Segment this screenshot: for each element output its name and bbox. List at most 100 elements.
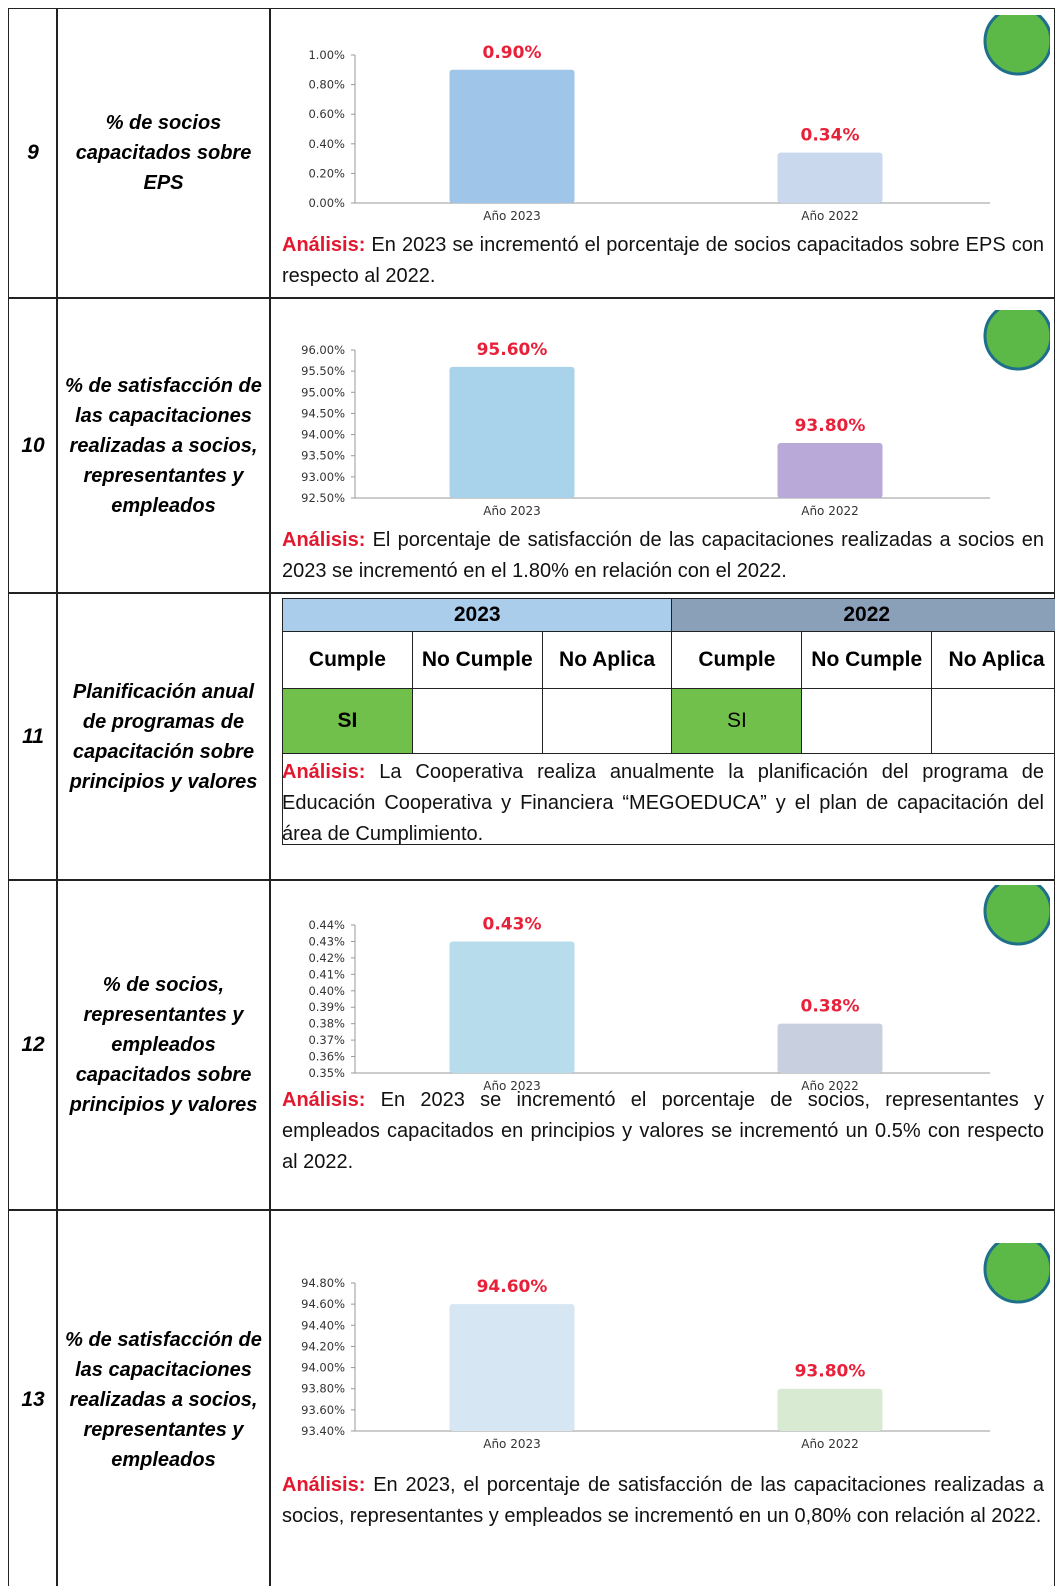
bar [449, 69, 575, 203]
column-header: No Aplica [541, 631, 673, 689]
analysis-label: Análisis: [282, 529, 366, 551]
status-indicator [983, 310, 1050, 371]
y-tick-label: 0.41% [308, 967, 345, 981]
bar [449, 1304, 575, 1431]
row-number: 13 [8, 1210, 58, 1586]
y-tick-label: 94.20% [301, 1339, 345, 1353]
x-tick-label: Año 2022 [801, 1079, 859, 1093]
bar [449, 366, 575, 498]
value-label: 93.80% [795, 1362, 866, 1382]
y-tick-label: 0.60% [308, 107, 345, 121]
indicator: % de satisfacción de las capacitaciones … [56, 1210, 271, 1586]
analysis-text: En 2023, el porcentaje de satisfacción d… [282, 1474, 1044, 1527]
y-tick-label: 0.40% [308, 984, 345, 998]
y-tick-label: 95.50% [301, 364, 345, 378]
value-cell [801, 688, 933, 754]
analysis: Análisis: En 2023 se incrementó el porce… [282, 1085, 1044, 1178]
row-number: 12 [8, 880, 58, 1210]
x-tick-label: Año 2022 [801, 1437, 859, 1451]
chart: 93.40% 93.60% 93.80% 94.00% 94.20% 94.40% 94.6… [301, 1243, 1050, 1451]
column-header: No Cumple [801, 631, 933, 689]
y-tick-label: 95.00% [301, 385, 345, 399]
value-cell [931, 688, 1055, 754]
bar [449, 941, 575, 1073]
y-tick-label: 0.43% [308, 934, 345, 948]
y-tick-label: 94.00% [301, 428, 345, 442]
x-tick-label: Año 2022 [801, 209, 859, 223]
value-label: 0.34% [801, 126, 860, 146]
value-label: 0.38% [801, 997, 860, 1017]
y-tick-label: 93.60% [301, 1403, 345, 1417]
y-tick-label: 93.50% [301, 449, 345, 463]
bar [777, 1023, 883, 1073]
column-header: Cumple [671, 631, 803, 689]
analysis-label: Análisis: [282, 761, 366, 783]
row-number: 10 [8, 298, 58, 593]
y-tick-label: 0.38% [308, 1017, 345, 1031]
analysis: Análisis: El porcentaje de satisfacción … [282, 525, 1044, 587]
compliance-table: 2023 2022 Cumple No Cumple No Aplica Cumple No… [281, 598, 1055, 754]
column-header: Cumple [282, 631, 413, 689]
value-cell [541, 688, 673, 754]
year-header: 2022 [671, 598, 1055, 632]
value-cell [411, 688, 543, 754]
analysis: Análisis: En 2023 se incrementó el porce… [282, 230, 1044, 292]
year-header: 2023 [281, 598, 673, 632]
value-label: 94.60% [477, 1277, 548, 1297]
chart: 92.50% 93.00% 93.50% 94.00% 94.50% 95.00% 95.5… [301, 310, 1050, 518]
y-tick-label: 93.80% [301, 1382, 345, 1396]
y-tick-label: 94.00% [301, 1361, 345, 1375]
value-label: 93.80% [795, 416, 866, 436]
y-tick-label: 94.40% [301, 1318, 345, 1332]
analysis-text: El porcentaje de satisfacción de las cap… [282, 529, 1044, 582]
analysis-text: En 2023 se incrementó el porcentaje de s… [282, 234, 1044, 287]
column-header: No Aplica [931, 631, 1055, 689]
analysis: Análisis: La Cooperativa realiza anualme… [282, 757, 1044, 850]
bar [777, 1388, 883, 1431]
indicator: % de socios, representantes y empleados … [56, 880, 271, 1210]
y-tick-label: 94.60% [301, 1297, 345, 1311]
y-tick-label: 0.40% [308, 137, 345, 151]
analysis-text: La Cooperativa realiza anualmente la pla… [282, 761, 1044, 845]
value-row: SI SI [282, 688, 1055, 754]
x-tick-label: Año 2023 [483, 504, 541, 518]
y-tick-label: 94.80% [301, 1276, 345, 1290]
y-tick-label: 1.00% [308, 48, 345, 62]
status-indicator [983, 15, 1050, 76]
status-indicator [983, 1243, 1050, 1304]
analysis-text: En 2023 se incrementó el porcentaje de s… [282, 1089, 1044, 1173]
y-tick-label: 0.80% [308, 78, 345, 92]
year-row: 2023 2022 [281, 598, 1055, 632]
analysis: Análisis: En 2023, el porcentaje de sati… [282, 1470, 1044, 1532]
indicator: % de satisfacción de las capacitaciones … [56, 298, 271, 593]
y-tick-label: 0.42% [308, 951, 345, 965]
value-label: 0.43% [483, 914, 542, 934]
x-tick-label: Año 2023 [483, 1079, 541, 1093]
chart: 0.35% 0.36% 0.37% 0.38% 0.39% 0.40% 0.41% 0.42%… [308, 885, 1050, 1093]
analysis-label: Análisis: [282, 1474, 366, 1496]
row-number: 9 [8, 8, 58, 298]
column-header: No Cumple [411, 631, 543, 689]
row-number: 11 [8, 593, 58, 880]
value-label: 0.90% [483, 43, 542, 63]
value-cell: SI [282, 688, 413, 754]
bar [777, 443, 883, 498]
y-tick-label: 0.44% [308, 918, 345, 932]
analysis-label: Análisis: [282, 234, 366, 256]
y-tick-label: 0.35% [308, 1066, 345, 1080]
status-indicator [983, 885, 1050, 946]
y-tick-label: 0.00% [308, 196, 345, 210]
analysis-box [282, 753, 1055, 845]
indicator: % de socios capacitados sobre EPS [56, 8, 271, 298]
y-tick-label: 93.00% [301, 470, 345, 484]
value-cell: SI [671, 688, 803, 754]
y-tick-label: 94.50% [301, 406, 345, 420]
y-tick-label: 0.37% [308, 1033, 345, 1047]
value-label: 95.60% [477, 340, 548, 360]
y-tick-label: 0.20% [308, 166, 345, 180]
column-row: Cumple No Cumple No Aplica Cumple No Cumple N… [282, 631, 1055, 689]
y-tick-label: 0.39% [308, 1000, 345, 1014]
analysis-label: Análisis: [282, 1089, 366, 1111]
chart: 0.00% 0.20% 0.40% 0.60% 0.80% 1.00% 0.90% Año 2… [308, 15, 1050, 223]
